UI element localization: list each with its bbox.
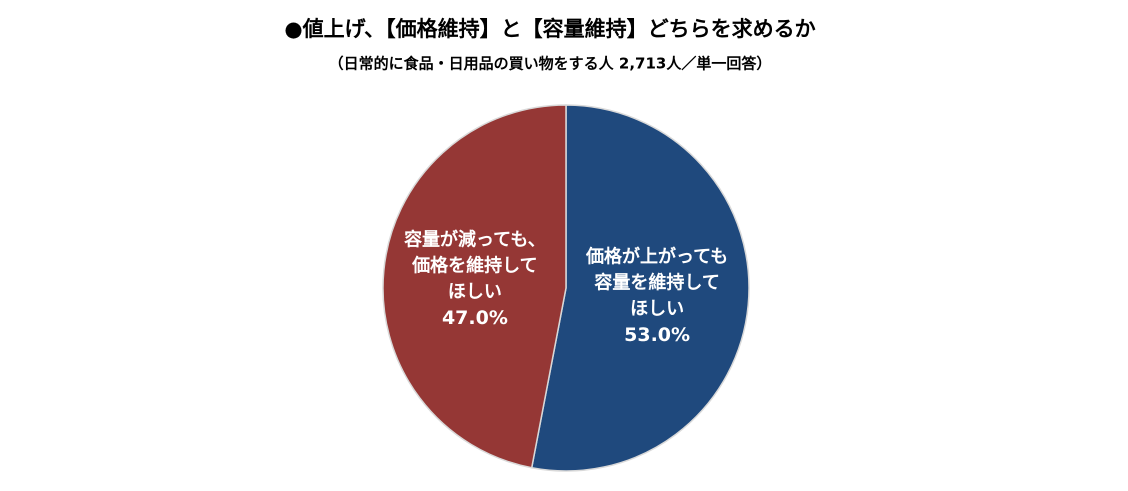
chart-title: ●値上げ、【価格維持】と【容量維持】どちらを求めるか <box>284 17 815 41</box>
slice-label-line: 価格が上がっても <box>585 246 728 268</box>
slice-label-line: ほしい <box>448 281 502 302</box>
chart-subtitle: （日常的に食品・日用品の買い物をする人 2,713人／単一回答） <box>329 55 772 73</box>
slice-label-line: 容量が減っても、 <box>404 228 546 250</box>
slice-label: 容量が減っても、価格を維持してほしい <box>404 228 546 302</box>
slice-label-line: ほしい <box>630 299 684 320</box>
pie-slice <box>530 104 750 472</box>
value-label: 53.0% <box>624 324 690 346</box>
value-label: 47.0% <box>442 307 508 329</box>
slice-label-line: 価格を維持して <box>411 254 537 276</box>
pie-slice <box>382 104 567 469</box>
slice-label-line: 容量を維持して <box>594 272 719 294</box>
slice-label: 価格が上がっても容量を維持してほしい <box>585 246 728 320</box>
